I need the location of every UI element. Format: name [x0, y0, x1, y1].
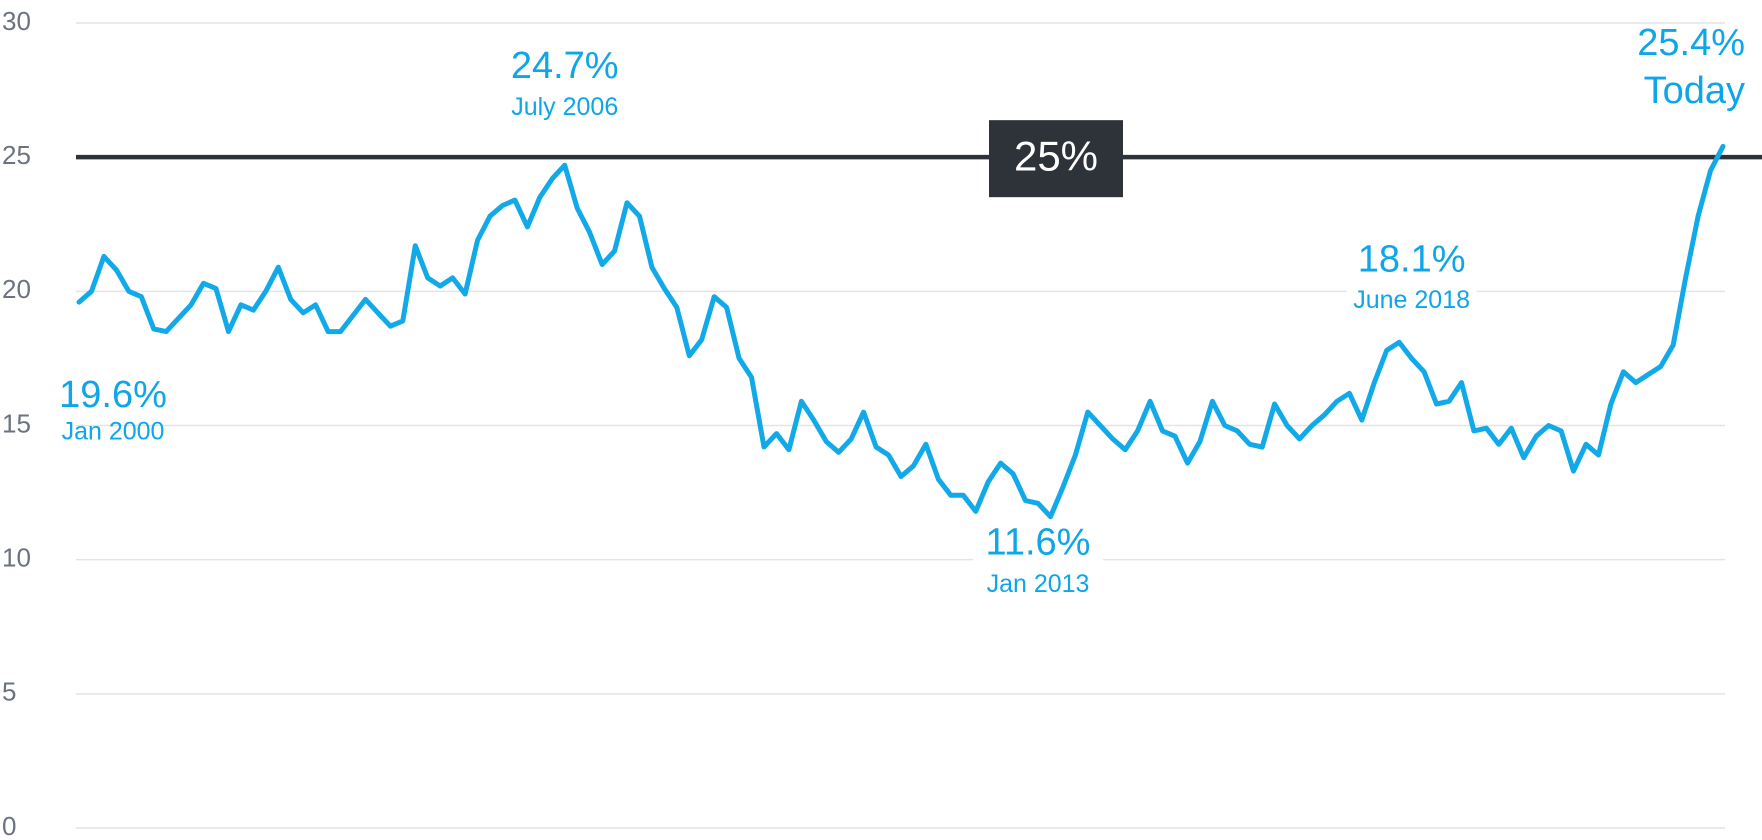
annotation: 25.4% Today: [1637, 22, 1745, 112]
annotation-value: 24.7%: [511, 45, 619, 87]
annotation: 11.6% Jan 2013: [973, 520, 1103, 602]
y-tick-label: 5: [2, 677, 16, 707]
annotation: 24.7% July 2006: [499, 44, 630, 125]
annotation: 19.6%Jan 2000: [59, 374, 167, 446]
annotation-date: Jan 2013: [987, 570, 1090, 598]
y-tick-label: 25: [2, 140, 31, 170]
data-line: [76, 143, 1726, 520]
reference-label: 25%: [1014, 132, 1098, 179]
annotation-date: June 2018: [1353, 286, 1470, 314]
annotation: 18.1% June 2018: [1346, 237, 1477, 318]
annotation-value: 11.6%: [986, 521, 1091, 563]
annotation-date: Jan 2000: [62, 418, 165, 446]
annotation-date: July 2006: [511, 93, 618, 121]
y-tick-label: 10: [2, 543, 31, 573]
annotation-value: 25.4%: [1637, 22, 1745, 64]
annotation-bg: [1346, 237, 1477, 318]
y-tick-label: 0: [2, 811, 16, 840]
y-tick-label: 30: [2, 6, 31, 36]
annotation-value: 18.1%: [1358, 238, 1466, 280]
annotation-bg: [973, 520, 1103, 602]
annotation-date: Today: [1644, 70, 1745, 112]
y-tick-label: 20: [2, 274, 31, 304]
reference-label-box: [989, 120, 1123, 198]
annotation-value: 19.6%: [59, 374, 167, 416]
y-tick-label: 15: [2, 408, 31, 438]
annotation-bg: [499, 44, 630, 125]
